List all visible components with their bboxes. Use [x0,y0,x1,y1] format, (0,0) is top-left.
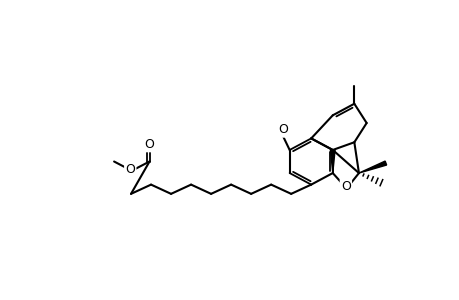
Polygon shape [358,161,386,173]
Text: O: O [278,123,288,136]
Text: O: O [144,138,154,151]
Text: O: O [125,163,135,176]
Text: O: O [340,180,350,193]
Polygon shape [330,150,334,173]
